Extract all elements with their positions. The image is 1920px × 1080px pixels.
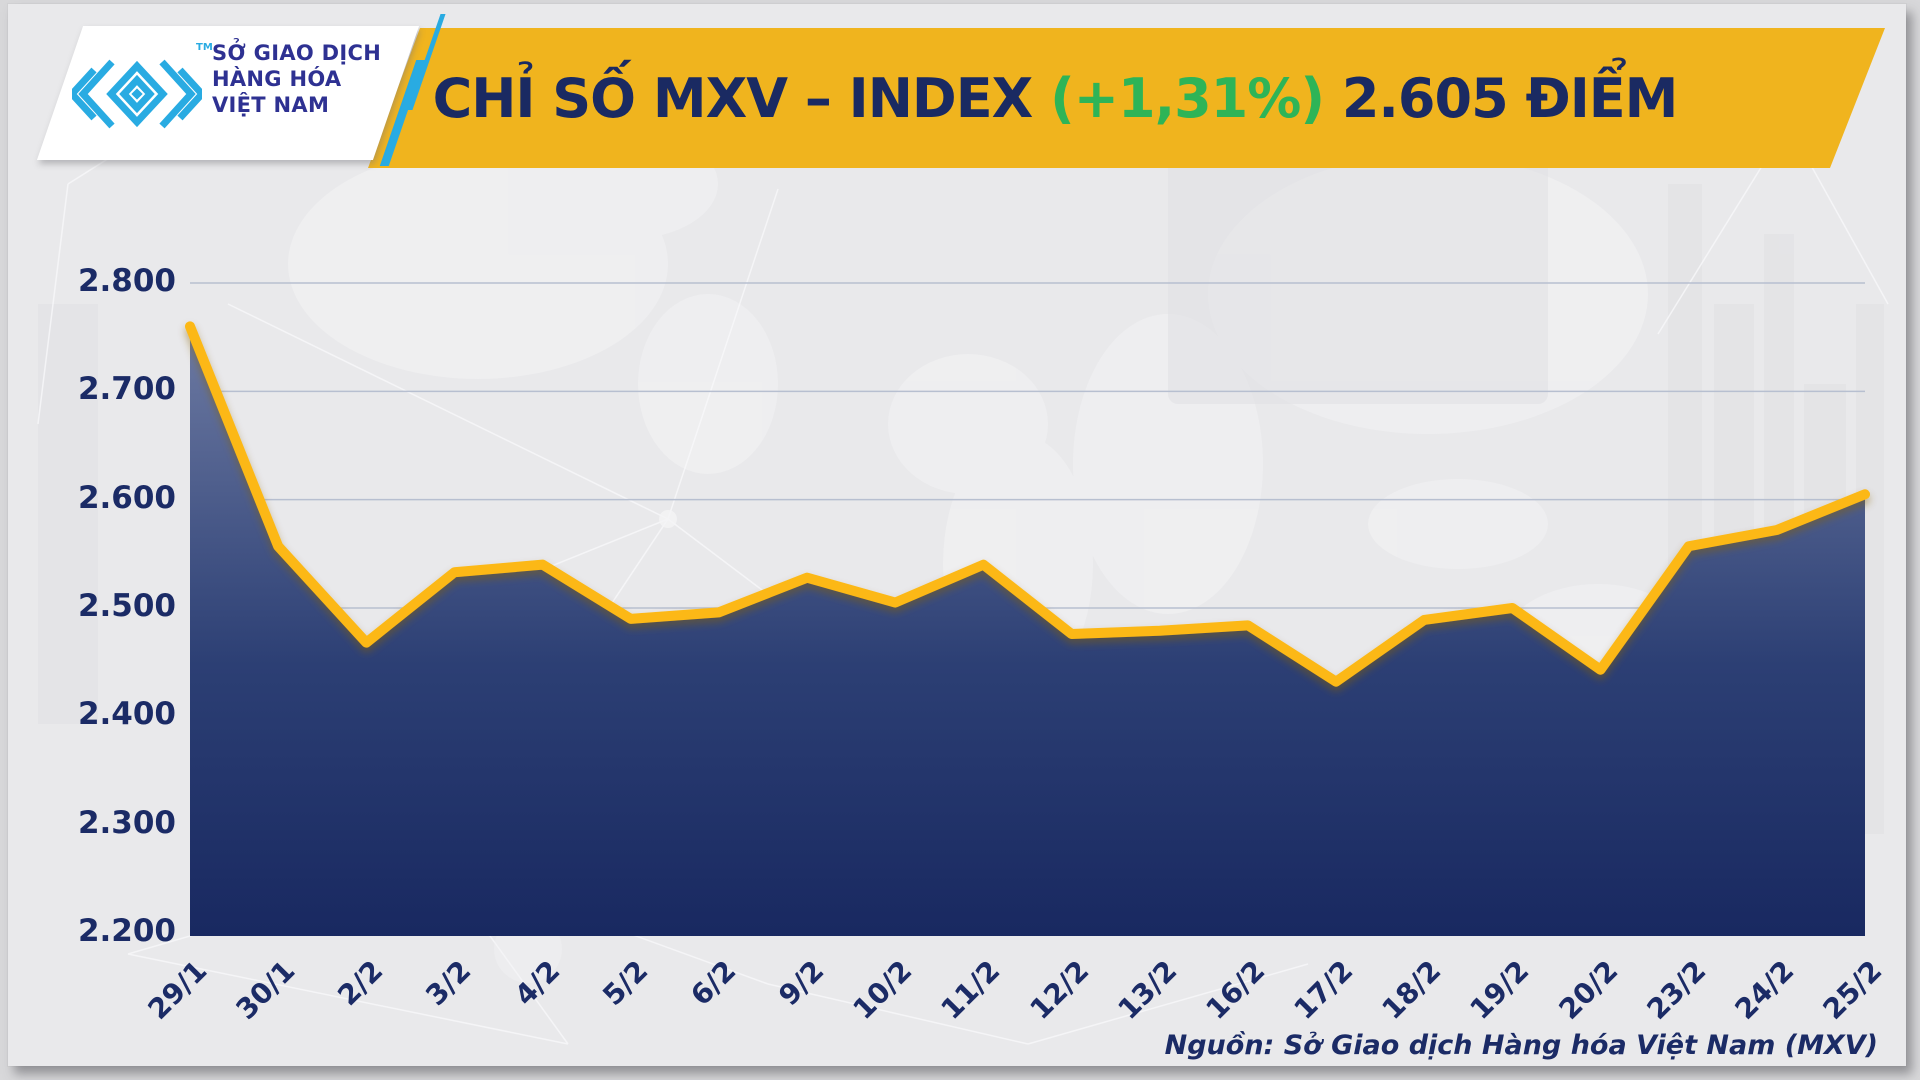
y-tick-label: 2.600 <box>77 479 176 516</box>
logo-text-line2: HÀNG HÓA <box>212 67 342 91</box>
mxv-index-area-chart <box>185 282 1870 936</box>
y-tick-label: 2.700 <box>77 371 176 408</box>
logo-text: SỞ GIAO DỊCH HÀNG HÓA VIỆT NAM <box>212 40 381 118</box>
source-note: Nguồn: Sở Giao dịch Hàng hóa Việt Nam (M… <box>1164 1030 1878 1061</box>
logo-text-line3: VIỆT NAM <box>212 93 330 117</box>
title-main: CHỈ SỐ MXV – INDEX <box>432 66 1051 130</box>
title-points: 2.605 ĐIỂM <box>1324 66 1679 130</box>
mxv-logo-icon <box>72 59 202 129</box>
area-fill <box>190 326 1865 936</box>
trademark-symbol: TM <box>196 42 213 53</box>
infographic-card: CHỈ SỐ MXV – INDEX (+1,31%) 2.605 ĐIỂM T… <box>8 4 1906 1066</box>
index-line <box>185 321 1870 687</box>
logo-text-line1: SỞ GIAO DỊCH <box>212 41 382 65</box>
header-banner: CHỈ SỐ MXV – INDEX (+1,31%) 2.605 ĐIỂM <box>368 28 1885 168</box>
y-tick-label: 2.300 <box>77 804 176 841</box>
y-tick-label: 2.400 <box>77 696 176 733</box>
y-tick-label: 2.800 <box>77 263 176 299</box>
title-change-percent: (+1,31%) <box>1050 66 1325 130</box>
chart-title: CHỈ SỐ MXV – INDEX (+1,31%) 2.605 ĐIỂM <box>368 66 1679 130</box>
y-tick-label: 2.200 <box>77 913 176 949</box>
y-tick-label: 2.500 <box>77 588 176 624</box>
mxv-logo: TM SỞ GIAO DỊCH HÀNG HÓA VIỆT NAM <box>60 26 396 160</box>
